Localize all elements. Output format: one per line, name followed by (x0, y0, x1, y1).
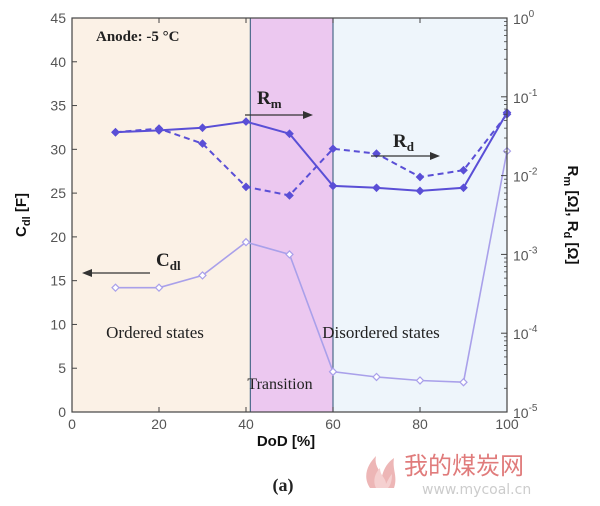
data-point-rm (285, 129, 294, 139)
y-right-tick-label: 10-1 (513, 88, 538, 106)
data-point-cdl (154, 283, 164, 293)
y-left-tick-label: 0 (58, 404, 66, 420)
rm-arrow-head (303, 111, 313, 119)
flame-logo-icon (366, 456, 396, 488)
series-line-cdl (115, 150, 508, 384)
plot-frame (71, 17, 508, 413)
cdl-arrow-head (82, 269, 92, 277)
data-point-rd (415, 172, 425, 182)
region-0 (72, 18, 251, 412)
y-left-tick-label: 40 (50, 54, 66, 70)
tick-layer: 0 20 40 60 80 100 0 5 10 15 20 25 30 35 40 45 10-5 10-4 10… (50, 9, 537, 432)
data-point-rm (459, 183, 468, 193)
rd-series-label: Rd (393, 131, 415, 154)
region-backgrounds (72, 18, 507, 412)
y-left-tick-label: 5 (58, 360, 66, 376)
y-left-tick-label: 10 (50, 316, 66, 332)
y-right-tick-label: 10-4 (513, 324, 538, 342)
series-layer (111, 108, 512, 387)
x-tick-label: 60 (325, 416, 341, 432)
figure-caption: (a) (273, 475, 294, 496)
data-point-cdl (328, 367, 338, 377)
rm-label-group: Rm (245, 88, 313, 119)
y-left-tick-label: 25 (50, 185, 66, 201)
region-dividers (249, 18, 334, 412)
data-point-rd (285, 191, 294, 200)
condition-annotation: Anode: -5 °C (96, 29, 180, 45)
watermark-url: www.mycoal.cn (422, 482, 531, 498)
cdl-series-label: Cdl (156, 250, 181, 273)
rd-arrow-head (430, 152, 440, 160)
data-point-cdl (415, 376, 425, 385)
x-tick-label: 20 (151, 416, 167, 432)
y-right-tick-label: 100 (513, 9, 535, 27)
y-left-tick-label: 20 (50, 229, 66, 245)
data-point-rm (328, 181, 338, 191)
y-left-tick-label: 45 (50, 10, 66, 26)
y-left-tick-label: 15 (50, 273, 66, 289)
data-point-cdl (285, 250, 294, 259)
y-left-axis-title: Cdl [F] (13, 193, 33, 237)
region-label-ordered: Ordered states (106, 323, 204, 342)
series-line-rd (115, 113, 508, 197)
data-point-rm (415, 186, 425, 196)
data-point-rm (372, 183, 381, 193)
data-point-rd (198, 139, 207, 148)
watermark-text: 我的煤炭网 (404, 452, 524, 480)
y-right-tick-label: 10-3 (513, 245, 538, 263)
region-2 (333, 18, 507, 412)
rd-label-group: Rd (371, 131, 440, 160)
data-point-rd (154, 124, 164, 133)
x-axis-title: DoD [%] (257, 433, 315, 450)
region-1 (250, 18, 333, 412)
data-point-cdl (459, 377, 468, 387)
cdl-label-group: Cdl (82, 250, 181, 277)
data-point-rd (459, 165, 468, 175)
data-point-rm (198, 123, 207, 133)
data-point-cdl (372, 372, 381, 382)
data-point-rm (241, 117, 251, 126)
y-right-axis-title: Rm [Ω], Rd [Ω] (561, 166, 581, 265)
y-right-tick-label: 10-5 (513, 403, 538, 421)
x-tick-label: 100 (495, 416, 519, 432)
data-point-rd (111, 127, 120, 137)
x-tick-label: 80 (412, 416, 428, 432)
data-point-rd (328, 144, 338, 154)
data-point-cdl (111, 283, 120, 293)
region-label-transition: Transition (247, 376, 312, 393)
region-label-disordered: Disordered states (322, 323, 440, 342)
series-line-rm (115, 112, 508, 192)
x-tick-label: 40 (238, 416, 254, 432)
y-left-tick-label: 35 (50, 98, 66, 114)
y-right-tick-label: 10-2 (513, 167, 538, 185)
y-left-tick-label: 30 (50, 141, 66, 157)
data-point-cdl (198, 271, 207, 280)
data-point-cdl (241, 237, 251, 247)
rm-series-label: Rm (257, 88, 282, 111)
x-tick-label: 0 (68, 416, 76, 432)
watermark: 我的煤炭网 www.mycoal.cn (366, 452, 531, 498)
data-point-rd (241, 182, 251, 192)
